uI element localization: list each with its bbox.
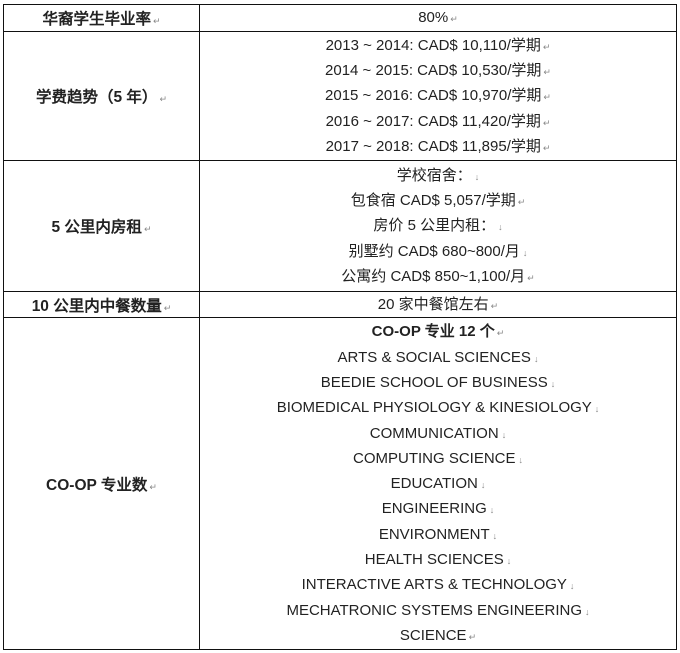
value-line: INTERACTIVE ARTS & TECHNOLOGY — [200, 572, 676, 597]
row-value: CO-OP 专业 12 个 ARTS & SOCIAL SCIENCES BEE… — [199, 317, 677, 651]
value-line: 2016 ~ 2017: CAD$ 11,420/学期 — [200, 109, 676, 134]
value-line: 别墅约 CAD$ 680~800/月 — [200, 239, 676, 264]
value-line: MECHATRONIC SYSTEMS ENGINEERING — [200, 598, 676, 623]
label-text: 学费趋势（5 年） — [36, 89, 167, 106]
value-line: ENVIRONMENT — [200, 522, 676, 547]
university-info-table: 华裔学生毕业率 80% 学费趋势（5 年） 2013 ~ 2014: CAD$ … — [3, 4, 677, 651]
value-line: 公寓约 CAD$ 850~1,100/月 — [200, 264, 676, 289]
table-row-chinese-restaurants: 10 公里内中餐数量 20 家中餐馆左右 — [3, 290, 677, 319]
value-line: 房价 5 公里内租： — [200, 213, 676, 238]
label-text: 华裔学生毕业率 — [42, 11, 160, 28]
value-line: 2014 ~ 2015: CAD$ 10,530/学期 — [200, 58, 676, 83]
row-value: 20 家中餐馆左右 — [199, 290, 677, 319]
row-value: 2013 ~ 2014: CAD$ 10,110/学期 2014 ~ 2015:… — [199, 31, 677, 161]
value-line: ENGINEERING — [200, 496, 676, 521]
value-line: BEEDIE SCHOOL OF BUSINESS — [200, 370, 676, 395]
value-line: ARTS & SOCIAL SCIENCES — [200, 345, 676, 370]
value-line: COMPUTING SCIENCE — [200, 446, 676, 471]
value-line: 20 家中餐馆左右 — [200, 292, 676, 317]
row-label: 10 公里内中餐数量 — [3, 290, 200, 319]
value-line: 80% — [200, 5, 676, 30]
table-row-tuition-trend: 学费趋势（5 年） 2013 ~ 2014: CAD$ 10,110/学期 20… — [3, 31, 677, 161]
row-value: 80% — [199, 4, 677, 32]
row-label: CO-OP 专业数 — [3, 317, 200, 651]
table-row-rent: 5 公里内房租 学校宿舍： 包食宿 CAD$ 5,057/学期 房价 5 公里内… — [3, 160, 677, 292]
row-label: 5 公里内房租 — [3, 160, 200, 292]
table-row-graduation-rate: 华裔学生毕业率 80% — [3, 4, 677, 32]
label-text: CO-OP 专业数 — [46, 477, 157, 494]
value-line: HEALTH SCIENCES — [200, 547, 676, 572]
value-line: 2013 ~ 2014: CAD$ 10,110/学期 — [200, 33, 676, 58]
value-line: 包食宿 CAD$ 5,057/学期 — [200, 188, 676, 213]
label-text: 10 公里内中餐数量 — [32, 298, 172, 315]
value-line: COMMUNICATION — [200, 421, 676, 446]
value-line: SCIENCE — [200, 623, 676, 648]
value-line: BIOMEDICAL PHYSIOLOGY & KINESIOLOGY — [200, 395, 676, 420]
row-value: 学校宿舍： 包食宿 CAD$ 5,057/学期 房价 5 公里内租： 别墅约 C… — [199, 160, 677, 292]
value-line: EDUCATION — [200, 471, 676, 496]
value-line: 2015 ~ 2016: CAD$ 10,970/学期 — [200, 83, 676, 108]
row-label: 华裔学生毕业率 — [3, 4, 200, 32]
row-label: 学费趋势（5 年） — [3, 31, 200, 161]
value-line: 学校宿舍： — [200, 163, 676, 188]
label-text: 5 公里内房租 — [52, 219, 152, 236]
table-row-coop-programs: CO-OP 专业数 CO-OP 专业 12 个 ARTS & SOCIAL SC… — [3, 317, 677, 651]
value-line: 2017 ~ 2018: CAD$ 11,895/学期 — [200, 134, 676, 159]
value-line-heading: CO-OP 专业 12 个 — [200, 319, 676, 344]
